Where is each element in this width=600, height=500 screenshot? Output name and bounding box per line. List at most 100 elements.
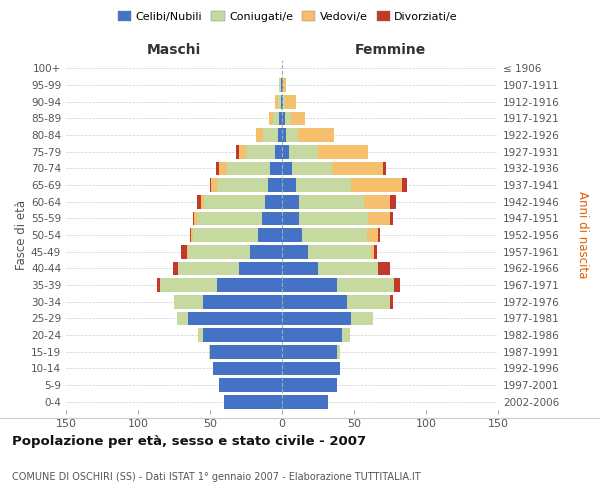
- Bar: [227, 162, 271, 175]
- Bar: [282, 212, 299, 225]
- Bar: [368, 212, 390, 225]
- Bar: [275, 145, 282, 158]
- Bar: [160, 278, 217, 292]
- Bar: [177, 312, 188, 325]
- Bar: [224, 395, 282, 408]
- Bar: [188, 312, 282, 325]
- Bar: [302, 228, 367, 242]
- Bar: [278, 128, 282, 142]
- Bar: [181, 245, 187, 258]
- Bar: [285, 112, 290, 125]
- Bar: [282, 295, 347, 308]
- Bar: [282, 278, 337, 292]
- Bar: [203, 295, 282, 308]
- Bar: [265, 195, 282, 208]
- Bar: [263, 128, 278, 142]
- Bar: [262, 212, 282, 225]
- Bar: [337, 345, 340, 358]
- Bar: [379, 262, 390, 275]
- Text: Femmine: Femmine: [355, 42, 425, 56]
- Bar: [216, 162, 218, 175]
- Bar: [217, 178, 268, 192]
- Bar: [236, 145, 239, 158]
- Bar: [274, 112, 279, 125]
- Bar: [174, 295, 203, 308]
- Bar: [308, 245, 371, 258]
- Text: COMUNE DI OSCHIRI (SS) - Dati ISTAT 1° gennaio 2007 - Elaborazione TUTTITALIA.IT: COMUNE DI OSCHIRI (SS) - Dati ISTAT 1° g…: [12, 472, 421, 482]
- Bar: [298, 128, 334, 142]
- Bar: [390, 195, 396, 208]
- Bar: [210, 345, 282, 358]
- Bar: [279, 112, 282, 125]
- Bar: [394, 278, 400, 292]
- Bar: [193, 212, 194, 225]
- Bar: [178, 262, 239, 275]
- Bar: [283, 78, 286, 92]
- Bar: [282, 195, 299, 208]
- Bar: [197, 212, 262, 225]
- Bar: [218, 162, 227, 175]
- Bar: [257, 228, 282, 242]
- Bar: [282, 162, 292, 175]
- Bar: [191, 228, 193, 242]
- Y-axis label: Fasce di età: Fasce di età: [15, 200, 28, 270]
- Bar: [351, 312, 373, 325]
- Bar: [318, 262, 379, 275]
- Bar: [337, 278, 394, 292]
- Bar: [383, 162, 386, 175]
- Text: Maschi: Maschi: [147, 42, 201, 56]
- Bar: [279, 78, 281, 92]
- Bar: [271, 162, 282, 175]
- Bar: [204, 195, 265, 208]
- Bar: [218, 378, 282, 392]
- Bar: [290, 112, 305, 125]
- Bar: [173, 262, 178, 275]
- Bar: [197, 195, 202, 208]
- Bar: [282, 328, 343, 342]
- Bar: [202, 195, 204, 208]
- Bar: [190, 228, 191, 242]
- Bar: [347, 295, 390, 308]
- Bar: [187, 245, 188, 258]
- Bar: [296, 178, 351, 192]
- Bar: [213, 362, 282, 375]
- Bar: [157, 278, 160, 292]
- Bar: [239, 262, 282, 275]
- Bar: [278, 95, 281, 108]
- Bar: [332, 162, 383, 175]
- Bar: [188, 245, 250, 258]
- Bar: [379, 228, 380, 242]
- Bar: [282, 345, 337, 358]
- Bar: [390, 212, 393, 225]
- Bar: [285, 95, 296, 108]
- Bar: [282, 362, 340, 375]
- Bar: [318, 145, 368, 158]
- Bar: [282, 228, 302, 242]
- Bar: [282, 395, 328, 408]
- Bar: [282, 112, 285, 125]
- Bar: [193, 228, 257, 242]
- Bar: [282, 95, 283, 108]
- Bar: [390, 295, 393, 308]
- Bar: [250, 245, 282, 258]
- Bar: [299, 195, 364, 208]
- Bar: [299, 212, 368, 225]
- Bar: [256, 128, 263, 142]
- Y-axis label: Anni di nascita: Anni di nascita: [576, 192, 589, 278]
- Bar: [351, 178, 401, 192]
- Bar: [281, 78, 282, 92]
- Bar: [282, 78, 283, 92]
- Bar: [282, 178, 296, 192]
- Bar: [289, 145, 318, 158]
- Bar: [210, 178, 211, 192]
- Bar: [374, 245, 377, 258]
- Bar: [282, 312, 351, 325]
- Bar: [194, 212, 197, 225]
- Bar: [283, 95, 285, 108]
- Bar: [209, 345, 210, 358]
- Bar: [199, 328, 203, 342]
- Bar: [217, 278, 282, 292]
- Text: Popolazione per età, sesso e stato civile - 2007: Popolazione per età, sesso e stato civil…: [12, 435, 366, 448]
- Bar: [364, 195, 390, 208]
- Bar: [343, 328, 350, 342]
